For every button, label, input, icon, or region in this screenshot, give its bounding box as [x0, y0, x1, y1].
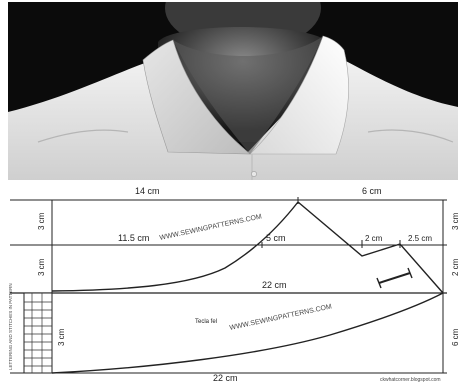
label-right-mid: 2 cm: [451, 258, 460, 276]
credit-text: ckwhatcorner.blogspot.com: [380, 377, 441, 383]
shirt-collar-illustration: [8, 2, 458, 180]
collar-right: [249, 35, 349, 155]
collar-lower-curve: [51, 292, 444, 374]
hatched-strip: [23, 292, 53, 374]
watermark-text: WWW.SEWINGPATTERNS.COM: [159, 213, 263, 242]
fold-right: [367, 129, 454, 143]
watermark-text-2: WWW.SEWINGPATTERNS.COM: [229, 303, 333, 332]
label-6cm: 6 cm: [362, 186, 382, 196]
collar-draft-diagram: WWW.SEWINGPATTERNS.COM WWW.SEWINGPATTERN…: [0, 180, 463, 383]
shirt-button-icon: [251, 171, 257, 177]
label-left-mid: 3 cm: [37, 258, 46, 276]
label-22cm-middle: 22 cm: [262, 280, 287, 290]
shirt-collar-photo: [8, 2, 458, 180]
label-11-5cm: 11.5 cm: [118, 233, 149, 243]
collar-top-curve: [51, 201, 299, 292]
fold-left: [37, 129, 129, 143]
label-22cm-bottom: 22 cm: [213, 373, 238, 383]
label-5cm: 5 cm: [266, 233, 286, 243]
label-14cm: 14 cm: [135, 186, 160, 196]
label-right-top: 3 cm: [451, 212, 460, 230]
collar-point-edge: [297, 201, 444, 294]
pattern-svg: WWW.SEWINGPATTERNS.COM WWW.SEWINGPATTERN…: [8, 186, 460, 383]
label-right-low: 6 cm: [451, 328, 460, 346]
notch-marker: [378, 272, 411, 284]
collar-shadow: [173, 36, 323, 154]
label-left-low: 3 cm: [57, 328, 66, 346]
center-label: Tecla fel: [195, 319, 217, 325]
label-left-top: 3 cm: [37, 212, 46, 230]
label-2cm-left: 2 cm: [365, 234, 383, 243]
hatch-lines: [24, 293, 52, 373]
label-2-5cm: 2.5 cm: [408, 234, 432, 243]
collar-left: [142, 39, 251, 155]
left-vertical-caption: LETTERING AND STITCHES IN PATTERN: [8, 283, 13, 370]
